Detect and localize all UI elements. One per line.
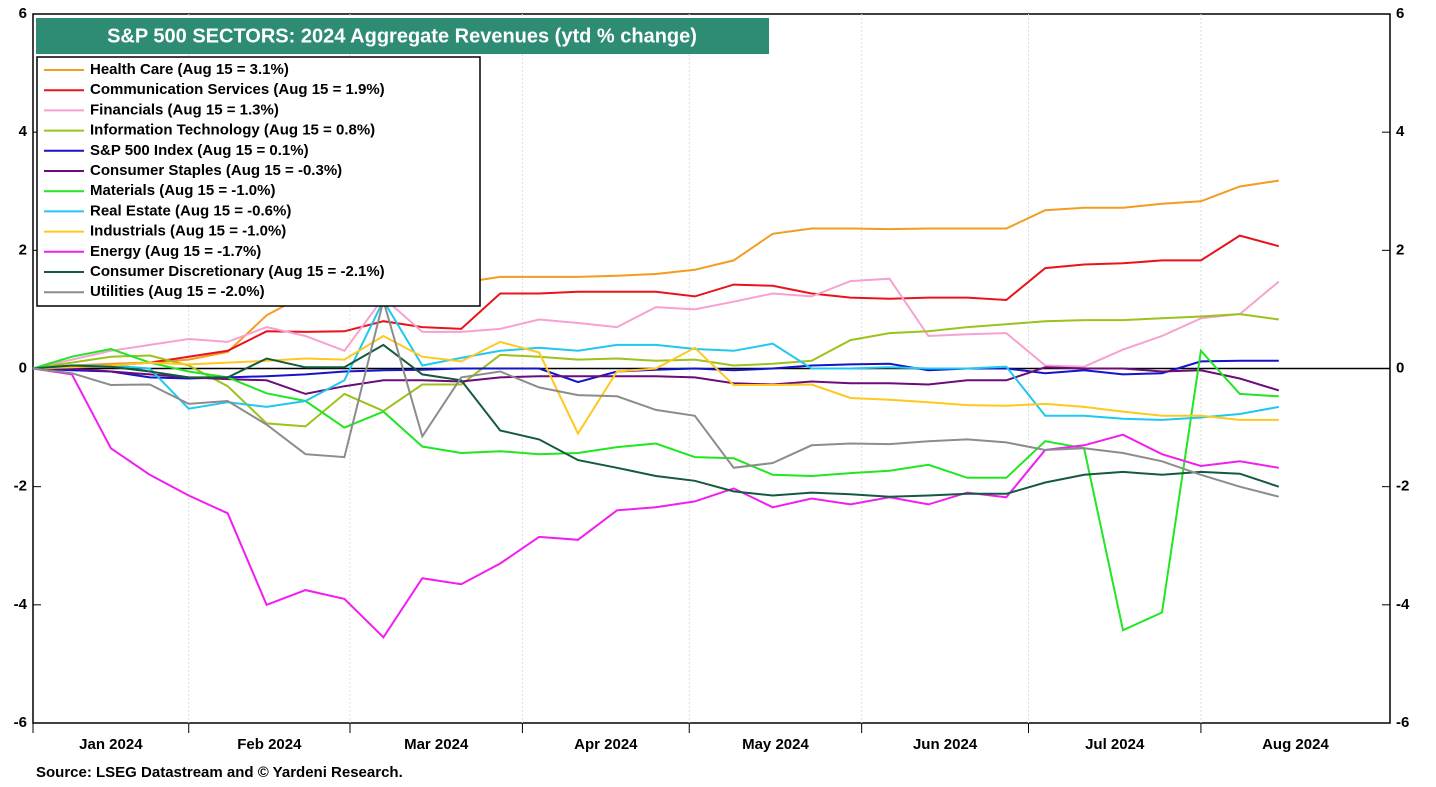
legend-label: Real Estate (Aug 15 = -0.6%)	[90, 202, 291, 219]
series-line	[32, 234, 1280, 370]
series-line	[32, 296, 1280, 498]
series-line	[32, 277, 1280, 370]
legend-label: Industrials (Aug 15 = -1.0%)	[90, 223, 286, 240]
chart-title: S&P 500 SECTORS: 2024 Aggregate Revenues…	[107, 25, 697, 47]
legend-label: Communication Services (Aug 15 = 1.9%)	[90, 81, 385, 98]
source: Source: LSEG Datastream and © Yardeni Re…	[36, 764, 403, 781]
series-line	[32, 367, 1279, 639]
y-tick-label: -6	[14, 714, 27, 731]
legend-label: Energy (Aug 15 = -1.7%)	[90, 243, 261, 260]
x-tick-label: Mar 2024	[404, 736, 469, 753]
legend-label: Consumer Staples (Aug 15 = -0.3%)	[90, 162, 342, 179]
x-tick-label: Feb 2024	[237, 736, 302, 753]
legend-label: Consumer Discretionary (Aug 15 = -2.1%)	[90, 263, 385, 280]
y2-tick-label: -6	[1396, 714, 1409, 731]
y2-tick-label: 4	[1396, 123, 1405, 140]
y-tick-label: 4	[19, 123, 28, 140]
legend-label: Health Care (Aug 15 = 3.1%)	[90, 61, 289, 78]
series-line	[32, 334, 1279, 436]
x-tick-label: Aug 2024	[1262, 736, 1329, 753]
y2-tick-label: -2	[1396, 478, 1409, 495]
y-tick-label: 6	[19, 5, 27, 22]
series-line	[33, 366, 1280, 395]
y2-tick-label: -4	[1396, 596, 1410, 613]
y-tick-label: -4	[14, 596, 28, 613]
y2-tick-label: 0	[1396, 359, 1404, 376]
series-line	[32, 298, 1279, 421]
legend-label: S&P 500 Index (Aug 15 = 0.1%)	[90, 142, 309, 159]
legend-label: Materials (Aug 15 = -1.0%)	[90, 182, 275, 199]
x-tick-label: Apr 2024	[574, 736, 638, 753]
series-line	[32, 359, 1279, 384]
x-tick-label: Jul 2024	[1085, 736, 1145, 753]
legend-box	[36, 56, 481, 307]
y-tick-label: 0	[19, 359, 27, 376]
legend-label: Information Technology (Aug 15 = 0.8%)	[90, 122, 375, 139]
y-tick-label: 2	[19, 241, 27, 258]
series-line	[32, 343, 1280, 498]
x-tick-label: May 2024	[742, 736, 809, 753]
series-line	[32, 313, 1279, 428]
series-line	[32, 179, 1279, 370]
x-tick-label: Jan 2024	[79, 736, 143, 753]
x-tick-label: Jun 2024	[913, 736, 978, 753]
lines	[32, 179, 1280, 639]
legend: Health Care (Aug 15 = 3.1%) Communication…	[44, 61, 385, 300]
legend-label: Utilities (Aug 15 = -2.0%)	[90, 283, 265, 300]
legend-label: Financials (Aug 15 = 1.3%)	[90, 101, 279, 118]
y-tick-label: -2	[14, 478, 27, 495]
title-box	[36, 18, 769, 54]
y2-tick-label: 2	[1396, 241, 1404, 258]
y2-tick-label: 6	[1396, 5, 1404, 22]
